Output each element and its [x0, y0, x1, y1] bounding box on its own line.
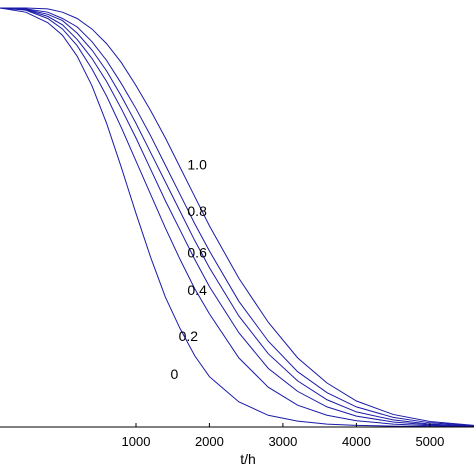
- x-axis-label: t/h: [240, 451, 256, 467]
- series-line-2: [0, 7, 474, 427]
- x-tick-label-0: 1000: [122, 434, 151, 449]
- x-axis-ticks: 1000 2000 3000 4000 5000: [122, 423, 444, 449]
- curve-labels: 1.0 0.8 0.6 0.4 0.2 0: [171, 156, 208, 381]
- series-lines: [0, 7, 474, 428]
- series-line-1: [0, 7, 474, 428]
- curve-label-5: 0: [171, 366, 179, 382]
- x-tick-label-1: 2000: [195, 434, 224, 449]
- x-tick-label-4: 5000: [415, 434, 444, 449]
- series-line-5: [0, 7, 474, 426]
- series-line-3: [0, 7, 474, 427]
- curve-label-0: 1.0: [187, 156, 207, 172]
- curve-label-2: 0.6: [187, 244, 207, 260]
- curve-label-4: 0.2: [179, 328, 199, 344]
- series-line-0: [0, 7, 474, 428]
- series-line-4: [0, 7, 474, 427]
- curve-label-3: 0.4: [187, 282, 207, 298]
- curve-label-1: 0.8: [187, 203, 207, 219]
- x-tick-label-2: 3000: [268, 434, 297, 449]
- x-tick-label-3: 4000: [342, 434, 371, 449]
